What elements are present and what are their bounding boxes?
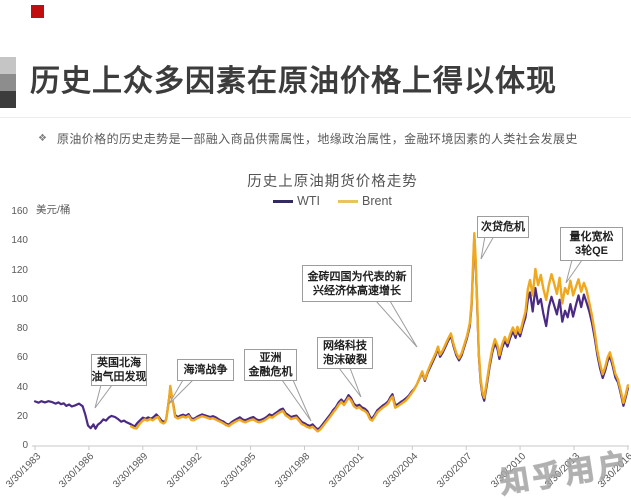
annotation-tail-dotcom-bubble [337, 367, 362, 398]
legend-item-wti: WTI [273, 194, 320, 208]
chart-title: 历史上原油期货价格走势 [247, 174, 418, 190]
legend-label-wti: WTI [297, 194, 321, 208]
bullet-text: 原油价格的历史走势是一部融入商品供需属性，地缘政治属性，金融环境因素的人类社会发… [56, 132, 578, 146]
annotation-tail-north-sea [94, 384, 113, 409]
annotation-tail-subprime-crisis [480, 235, 495, 260]
side-bar-dark [0, 91, 16, 108]
annotation-tail-gulf-war [168, 379, 195, 405]
side-bar-medium [0, 74, 16, 91]
bullet-row: ❖ 原油价格的历史走势是一部融入商品供需属性，地缘政治属性，金融环境因素的人类社… [38, 131, 616, 147]
page-title: 历史上众多因素在原油价格上得以体现 [30, 65, 557, 98]
bullet-diamond-icon: ❖ [38, 133, 47, 144]
wti-line-swatch [273, 199, 294, 203]
y-axis-unit-label: 美元/桶 [36, 204, 71, 216]
side-bar-light [0, 57, 16, 74]
chart-legend: WTI Brent [160, 194, 505, 208]
series-line-wti [33, 235, 630, 431]
header-divider [0, 117, 631, 118]
legend-item-brent: Brent [338, 194, 392, 208]
red-accent-square [31, 5, 44, 18]
brent-line-swatch [338, 199, 359, 203]
legend-label-brent: Brent [362, 194, 392, 208]
header-side-bars [0, 57, 16, 108]
annotation-tail-bric-growth [374, 300, 418, 348]
series-line-brent [129, 231, 630, 433]
